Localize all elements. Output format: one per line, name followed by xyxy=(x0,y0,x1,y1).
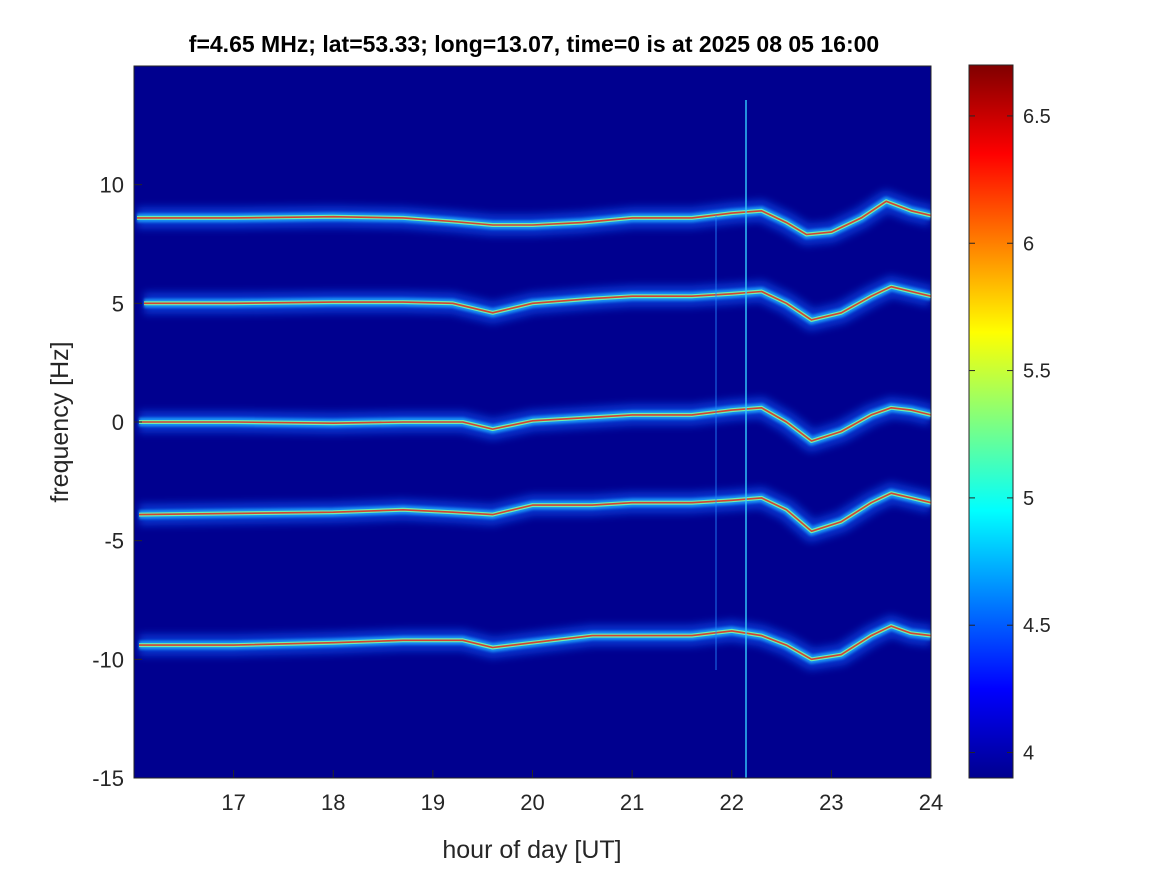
y-tick-label: 5 xyxy=(112,291,124,316)
trace-peak xyxy=(139,407,931,442)
x-axis: 17 18 19 20 21 22 23 24 xyxy=(221,770,943,815)
colorbar-tick-label: 5 xyxy=(1023,488,1034,510)
colorbar-ticks: 6.5 6 5.5 5 4.5 4 xyxy=(969,106,1051,765)
y-axis: 10 5 0 -5 -10 -15 xyxy=(92,173,142,791)
x-tick-label: 17 xyxy=(221,790,245,815)
x-tick-label: 21 xyxy=(620,790,644,815)
x-tick-label: 19 xyxy=(421,790,445,815)
y-tick-label: 0 xyxy=(112,410,124,435)
y-tick-label: -15 xyxy=(92,766,124,791)
trace-band-3 xyxy=(138,482,931,543)
x-tick-label: 22 xyxy=(720,790,744,815)
colorbar-tick-label: 6.5 xyxy=(1023,106,1051,128)
trace-band-4 xyxy=(139,615,931,671)
y-tick-label: -5 xyxy=(104,529,124,554)
x-tick-label: 18 xyxy=(321,790,345,815)
x-tick-label: 23 xyxy=(819,790,843,815)
colorbar-tick-label: 5.5 xyxy=(1023,361,1051,383)
trace-peak xyxy=(139,625,931,661)
trace-band-0 xyxy=(137,190,931,246)
chart-title: f=4.65 MHz; lat=53.33; long=13.07, time=… xyxy=(189,31,879,57)
y-axis-label: frequency [Hz] xyxy=(46,341,74,502)
y-tick-label: -10 xyxy=(92,647,124,672)
colorbar-tick-label: 4 xyxy=(1023,743,1034,765)
spectrogram-traces xyxy=(137,190,931,671)
x-tick-label: 20 xyxy=(520,790,544,815)
colorbar-tick-label: 4.5 xyxy=(1023,615,1051,637)
x-axis-label: hour of day [UT] xyxy=(442,836,621,864)
colorbar-tick-label: 6 xyxy=(1023,233,1034,255)
trace-peak xyxy=(138,492,931,532)
y-tick-label: 10 xyxy=(100,173,124,198)
x-tick-label: 24 xyxy=(919,790,943,815)
trace-peak xyxy=(137,200,931,236)
trace-band-1 xyxy=(144,275,931,331)
interference-stripes xyxy=(715,100,747,778)
colorbar xyxy=(968,64,1014,779)
trace-peak xyxy=(144,285,931,321)
trace-band-2 xyxy=(139,396,931,452)
